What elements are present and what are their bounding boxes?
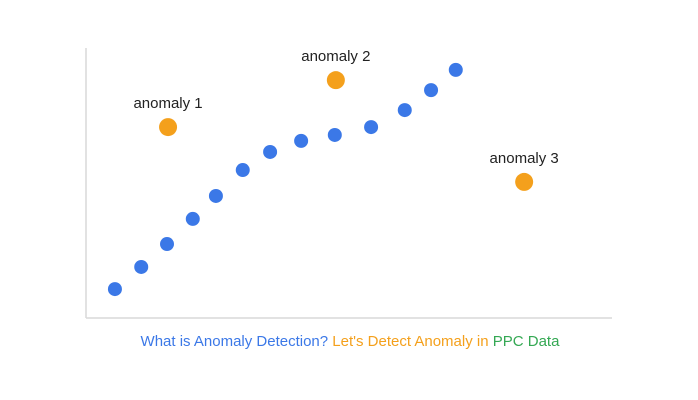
point-label: anomaly 3 [490, 150, 559, 167]
caption-part: What is Anomaly Detection? [141, 333, 329, 350]
caption: What is Anomaly Detection? Let's Detect … [141, 333, 561, 350]
anomaly-point [515, 172, 534, 191]
data-point [263, 144, 278, 159]
data-point [208, 188, 223, 203]
data-point [448, 62, 463, 77]
data-point [160, 237, 175, 252]
data-point [185, 211, 200, 226]
anomaly-point [159, 118, 178, 137]
point-label: anomaly 1 [133, 95, 202, 112]
data-point [107, 282, 122, 297]
data-point [397, 103, 412, 118]
data-point [294, 133, 309, 148]
caption-part: PPC Data [493, 333, 560, 350]
point-label: anomaly 2 [301, 48, 370, 65]
data-point [424, 83, 439, 98]
data-point [235, 163, 250, 178]
data-point [134, 259, 149, 274]
data-point [364, 120, 379, 135]
data-point [327, 127, 342, 142]
caption-part: Let's Detect Anomaly in [332, 333, 488, 350]
anomaly-point [326, 71, 345, 90]
